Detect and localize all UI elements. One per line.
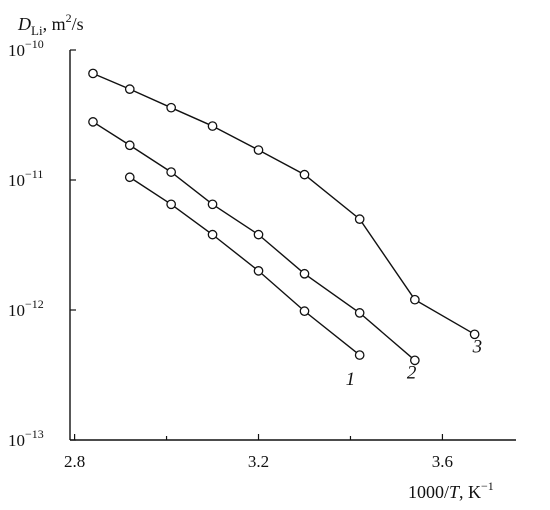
axes — [69, 50, 516, 441]
data-point — [124, 172, 135, 183]
x-label-prefix: 1000/ — [408, 482, 449, 502]
data-point — [299, 306, 310, 316]
x-tick-label: 3.2 — [248, 452, 269, 471]
data-point — [253, 145, 264, 155]
data-point — [354, 350, 365, 360]
y-label-symbol: D — [17, 14, 31, 34]
x-axis-label: 1000/T, K−1 — [408, 479, 494, 502]
data-point — [166, 102, 177, 113]
x-label-variable: T — [449, 482, 461, 502]
data-point — [299, 169, 310, 180]
y-label-unit-exponent: 2 — [66, 11, 72, 25]
data-point — [469, 329, 480, 340]
data-point — [207, 121, 218, 131]
data-point — [409, 355, 420, 366]
x-tick-label: 3.6 — [432, 452, 453, 471]
x-label-unit: , K — [459, 482, 481, 502]
series-group: 1 2 3 — [88, 68, 483, 390]
series-line — [92, 121, 416, 361]
series-label: 3 — [472, 336, 483, 357]
series-3: 3 — [88, 68, 483, 357]
data-point — [253, 229, 264, 240]
y-tick-label: 10−10 — [8, 37, 44, 60]
data-point — [166, 167, 177, 177]
series-label: 1 — [346, 369, 356, 390]
series-2: 2 — [88, 117, 420, 383]
data-point — [354, 308, 365, 318]
data-point — [253, 266, 264, 276]
y-label-unit: , m — [43, 14, 66, 34]
series-line — [92, 72, 475, 335]
ticks: 2.8 3.2 3.6 10−10 10−11 10−12 10−13 — [8, 37, 453, 471]
x-label-exponent: −1 — [481, 479, 494, 493]
data-point — [354, 214, 365, 224]
data-point — [124, 84, 135, 94]
y-tick-label: 10−11 — [8, 167, 43, 190]
y-tick-label: 10−12 — [8, 297, 44, 320]
data-point — [166, 199, 177, 210]
y-label-unit-tail: /s — [72, 14, 84, 34]
series-line — [129, 176, 361, 356]
data-point — [124, 140, 135, 151]
data-point — [409, 294, 420, 305]
series-label: 2 — [407, 362, 417, 383]
data-point — [88, 68, 98, 79]
y-label-subscript: Li — [31, 23, 43, 38]
data-point — [299, 268, 310, 279]
data-point — [207, 229, 218, 240]
data-point — [88, 117, 98, 127]
x-tick-label: 2.8 — [64, 452, 85, 471]
y-axis-label: DLi, m2/s — [17, 11, 84, 38]
series-1: 1 — [124, 172, 365, 390]
data-point — [207, 199, 218, 210]
y-tick-label: 10−13 — [8, 427, 44, 450]
